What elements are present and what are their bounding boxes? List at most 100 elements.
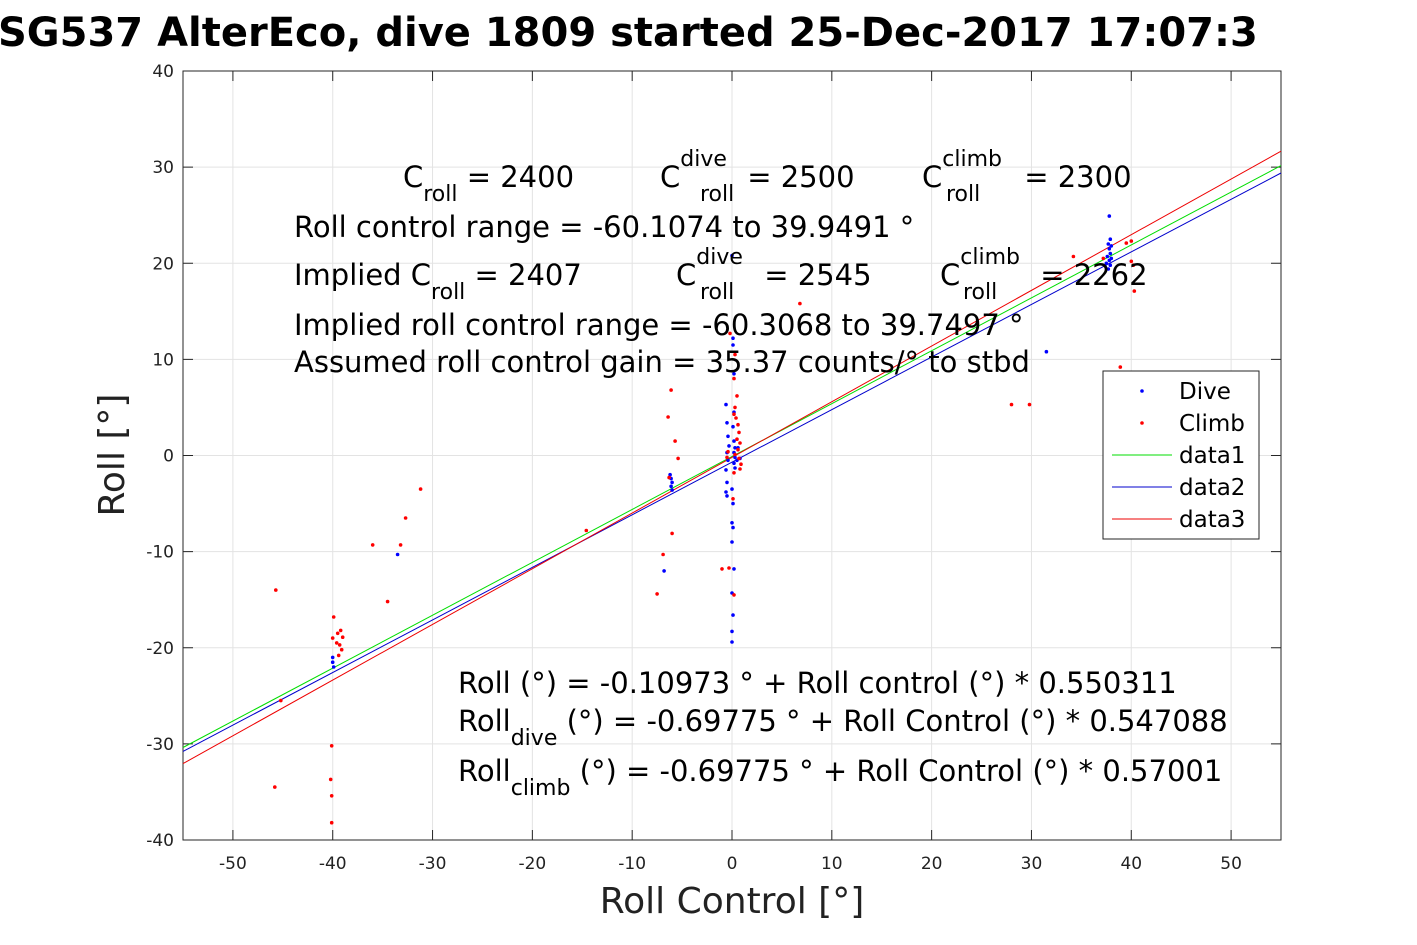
annotation-implied-c-climb: Cclimb roll = 2262	[940, 245, 1148, 305]
data-point-climb	[732, 376, 736, 381]
data-point-climb	[739, 462, 743, 467]
annotation-fit-climb: Rollclimb (°) = -0.69775 ° + Roll Contro…	[458, 754, 1222, 801]
annotation-c-roll: Croll = 2400	[403, 160, 574, 207]
data-point-dive	[330, 655, 335, 660]
x-axis-label: Roll Control [°]	[600, 881, 865, 922]
data-point-climb	[736, 422, 740, 427]
data-point-dive	[668, 472, 672, 477]
y-tick-label: -10	[146, 543, 174, 563]
legend: Dive Climb data1 data2 data3	[1102, 370, 1260, 540]
data-point-climb	[661, 552, 665, 557]
annotation-implied-c-dive: Cdive roll = 2545	[676, 245, 872, 305]
data-point-dive	[330, 660, 335, 664]
legend-data2-label: data2	[1179, 475, 1245, 501]
data-point-dive	[1107, 214, 1112, 218]
data-point-climb	[737, 456, 741, 461]
data-point-dive	[725, 421, 729, 425]
data-point-climb	[728, 331, 732, 336]
annotation-c-roll-climb: Cclimb roll = 2300	[922, 147, 1132, 207]
annotation-fit-dive: Rolldive (°) = -0.69775 ° + Roll Control…	[458, 704, 1228, 751]
series-line-data1	[182, 165, 1282, 748]
data-point-climb	[733, 405, 737, 410]
data-point-dive	[670, 488, 674, 492]
data-point-climb	[733, 352, 737, 357]
data-point-climb	[726, 449, 730, 454]
x-tick-label: 50	[1220, 854, 1242, 874]
annotation-top: Croll = 2400 Cdive roll = 2500 Cclimb roll…	[294, 147, 1148, 379]
data-point-dive	[731, 501, 735, 506]
data-point-climb	[734, 416, 738, 420]
data-point-dive	[731, 525, 735, 530]
x-tick-label: -40	[319, 854, 347, 874]
data-point-climb	[418, 487, 423, 491]
data-point-dive	[669, 484, 673, 489]
data-point-climb	[670, 531, 674, 536]
data-point-dive	[1106, 242, 1111, 246]
data-point-climb	[274, 588, 278, 592]
data-point-dive	[1044, 349, 1049, 354]
data-point-climb	[334, 641, 339, 645]
data-point-climb	[337, 643, 342, 647]
y-tick-label: -20	[146, 639, 174, 659]
data-point-dive	[732, 439, 736, 443]
y-axis-label: Roll [°]	[92, 394, 133, 517]
data-point-dive	[732, 567, 736, 571]
data-point-climb	[1129, 239, 1134, 243]
x-tick-label: -20	[518, 854, 546, 874]
data-point-climb	[735, 437, 739, 442]
annotation-c-roll-dive: Cdive roll = 2500	[660, 147, 855, 207]
data-point-climb	[330, 636, 335, 640]
data-point-climb	[725, 455, 729, 460]
data-point-climb	[340, 635, 345, 639]
data-point-climb	[732, 471, 736, 475]
data-point-dive	[733, 455, 737, 460]
data-point-dive	[1108, 237, 1113, 241]
x-tick-label: -30	[419, 854, 447, 874]
data-point-climb	[335, 631, 340, 636]
data-point-climb	[655, 592, 659, 596]
data-point-dive	[724, 490, 728, 494]
y-tick-label: 0	[163, 447, 174, 467]
legend-dive-label: Dive	[1179, 379, 1231, 405]
data-point-dive	[1108, 263, 1113, 268]
data-point-climb	[336, 653, 341, 658]
data-point-dive	[1106, 267, 1111, 271]
legend-dive-marker	[1140, 389, 1144, 393]
data-point-dive	[395, 552, 400, 557]
series-line-data2	[182, 172, 1282, 752]
data-point-dive	[730, 640, 734, 644]
x-tick-label: 40	[1120, 854, 1142, 874]
data-point-dive	[1109, 256, 1114, 261]
y-tick-label: -30	[146, 735, 174, 755]
data-point-climb	[733, 452, 737, 457]
data-point-dive	[1109, 244, 1114, 248]
data-point-climb	[328, 777, 333, 782]
data-point-climb	[1124, 241, 1129, 245]
data-point-dive	[725, 494, 729, 498]
data-point-climb	[736, 447, 740, 452]
series-points	[273, 214, 1137, 825]
chart-title: SG537 AlterEco, dive 1809 started 25-Dec…	[0, 10, 1258, 56]
data-point-dive	[730, 521, 734, 525]
data-point-climb	[273, 785, 277, 789]
data-point-climb	[370, 543, 375, 547]
data-point-climb	[738, 467, 742, 471]
data-point-climb	[385, 599, 390, 604]
data-point-dive	[732, 372, 736, 376]
data-point-climb	[669, 388, 673, 392]
annotation-fit: Roll (°) = -0.10973 ° + Roll control (°)…	[458, 666, 1177, 700]
series-line-data3	[182, 150, 1282, 765]
annotation-bottom: Roll (°) = -0.10973 ° + Roll control (°)…	[458, 666, 1228, 801]
data-point-dive	[730, 253, 734, 258]
annotation-gain: Assumed roll control gain = 35.37 counts…	[294, 345, 1030, 379]
x-tick-label: 0	[727, 854, 738, 874]
data-point-dive	[726, 458, 730, 463]
data-point-climb	[329, 744, 334, 748]
data-point-dive	[731, 424, 735, 429]
data-point-dive	[731, 336, 735, 341]
x-tick-labels: -50 -40 -30 -20 -10 0 10 20 30 40 50	[219, 854, 1242, 874]
data-point-climb	[403, 516, 408, 520]
series-lines	[182, 150, 1282, 765]
data-point-climb	[1132, 289, 1137, 293]
